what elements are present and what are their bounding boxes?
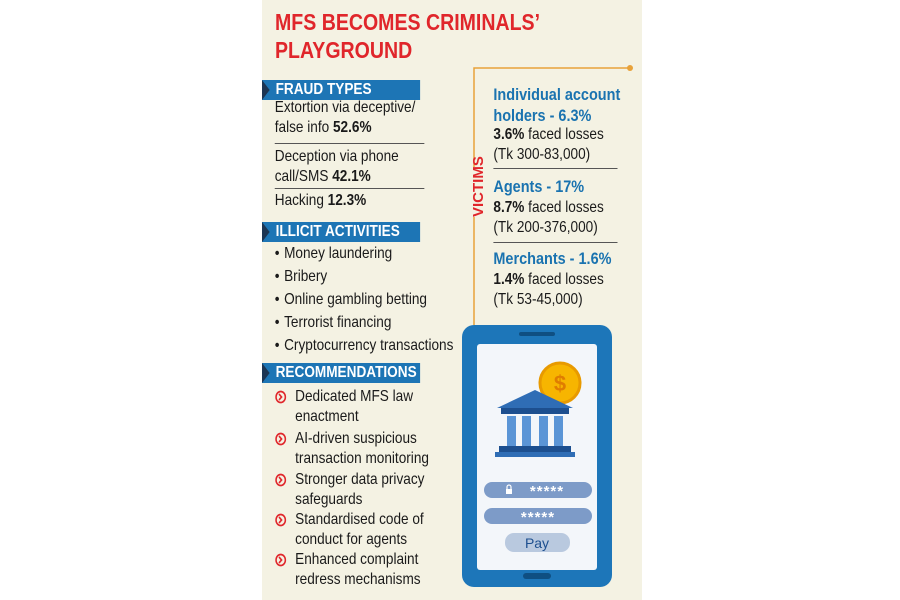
pin-field[interactable]	[484, 508, 592, 524]
victims-label: VICTIMS	[469, 156, 489, 217]
loss-percent: 8.7%	[493, 199, 525, 216]
field-text: *****	[521, 509, 555, 526]
victim-group-title: Agents - 17%	[493, 177, 585, 196]
loss-text: faced losses	[528, 199, 604, 216]
recommendation: Enhanced complaint redress mechanisms	[295, 551, 421, 588]
section-heading: RECOMMENDATIONS	[262, 363, 421, 383]
illicit-item: Bribery	[275, 267, 327, 287]
fraud-text: Hacking	[274, 192, 324, 209]
rec-icon	[275, 390, 287, 567]
pay-button[interactable]	[505, 533, 570, 552]
loss-text: faced losses	[528, 126, 604, 143]
separator	[274, 188, 425, 189]
loss-range: (Tk 53-45,000)	[493, 291, 583, 308]
victim-loss: 8.7% faced losses	[493, 198, 603, 218]
fraud-item: Hacking 12.3%	[275, 191, 424, 211]
loss-range: (Tk 300-83,000)	[493, 146, 591, 163]
section-heading: FRAUD TYPES	[262, 80, 421, 100]
recommendation: Standardised code of conduct for agents	[295, 511, 424, 548]
phone-speaker	[519, 332, 555, 336]
loss-range: (Tk 200-376,000)	[493, 219, 598, 236]
fraud-text: Deception via phone call/SMS	[274, 148, 399, 185]
illicit-item: Cryptocurrency transactions	[275, 336, 454, 356]
separator	[274, 143, 425, 144]
separator	[493, 168, 618, 169]
connector-dot	[627, 65, 633, 71]
fraud-percent: 12.3%	[327, 192, 367, 209]
loss-text: faced losses	[528, 271, 604, 288]
illicit-item: Terrorist financing	[275, 313, 392, 333]
fraud-percent: 42.1%	[332, 168, 371, 185]
lock-icon	[506, 489, 512, 494]
fraud-text: Extortion via deceptive/ false info	[274, 99, 416, 136]
recommendation: Stronger data privacy safeguards	[295, 471, 425, 508]
fraud-percent: 52.6%	[332, 119, 372, 136]
recommendation: Dedicated MFS law enactment	[295, 388, 414, 425]
title: MFS BECOMES CRIMINALS’ PLAYGROUND	[275, 9, 539, 63]
victim-loss: 1.4% faced losses	[493, 270, 603, 290]
fraud-item: Extortion via deceptive/ false info 52.6…	[275, 98, 424, 138]
phone-button	[523, 573, 551, 579]
fraud-item: Deception via phone call/SMS 42.1%	[275, 147, 424, 187]
victim-loss: 3.6% faced losses	[493, 125, 603, 145]
victim-group-title: Merchants - 1.6%	[493, 249, 612, 268]
separator	[493, 242, 618, 243]
phone-illustration: $ ***** ***** Pay	[462, 325, 612, 587]
connector-line	[473, 67, 628, 325]
loss-percent: 3.6%	[493, 126, 525, 143]
illicit-item: Online gambling betting	[275, 290, 427, 310]
bank-icon	[495, 390, 575, 457]
field-text: *****	[530, 483, 564, 500]
lock-icon	[506, 484, 512, 489]
rec-icons	[275, 390, 287, 567]
recommendation: AI-driven suspicious transaction monitor…	[295, 430, 429, 467]
victim-group-title: Individual account holders - 6.3%	[493, 85, 621, 125]
victims-column: Individual account holders - 6.3% 3.6% f…	[490, 0, 635, 330]
section-heading: ILLICIT ACTIVITIES	[262, 222, 421, 242]
left-column: FRAUD TYPES Extortion via deceptive/ fal…	[262, 0, 454, 600]
illicit-item: Money laundering	[275, 244, 392, 264]
loss-percent: 1.4%	[493, 271, 525, 288]
pay-button-text: Pay	[525, 535, 549, 551]
coin-symbol: $	[554, 371, 566, 396]
